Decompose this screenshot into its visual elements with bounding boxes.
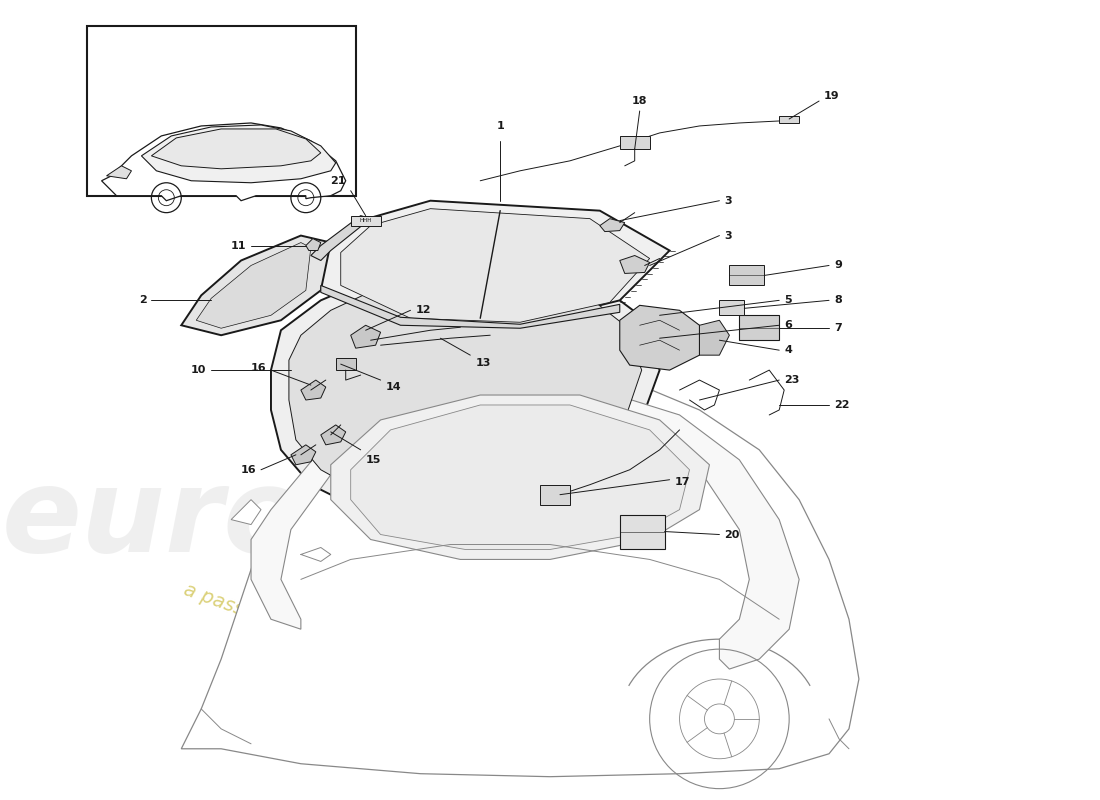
- Text: 21: 21: [330, 176, 345, 186]
- Polygon shape: [739, 315, 779, 340]
- Polygon shape: [231, 500, 261, 525]
- Text: 19: 19: [824, 91, 839, 101]
- Polygon shape: [700, 320, 729, 355]
- Text: 6: 6: [784, 320, 792, 330]
- Text: 4: 4: [784, 345, 792, 355]
- Polygon shape: [351, 326, 381, 348]
- Polygon shape: [729, 266, 764, 286]
- Text: 8: 8: [834, 295, 842, 306]
- Text: 13: 13: [475, 358, 491, 368]
- Polygon shape: [619, 136, 650, 149]
- Text: 16: 16: [251, 363, 266, 373]
- Text: 3: 3: [725, 196, 732, 206]
- Polygon shape: [321, 201, 670, 326]
- Polygon shape: [152, 129, 321, 169]
- Polygon shape: [290, 445, 316, 465]
- Polygon shape: [351, 216, 381, 226]
- Polygon shape: [341, 209, 650, 322]
- Text: 17: 17: [674, 477, 690, 486]
- Text: euroc: euroc: [2, 462, 375, 577]
- Polygon shape: [301, 380, 326, 400]
- Polygon shape: [351, 405, 690, 550]
- Text: 12: 12: [416, 306, 431, 315]
- Polygon shape: [289, 269, 641, 502]
- Text: a passion for parts since 1985: a passion for parts since 1985: [182, 580, 464, 698]
- Text: 20: 20: [725, 530, 740, 539]
- Polygon shape: [779, 116, 799, 123]
- Polygon shape: [719, 300, 745, 315]
- Text: 14: 14: [386, 382, 402, 392]
- Polygon shape: [306, 238, 321, 250]
- Polygon shape: [619, 514, 664, 550]
- Text: 22: 22: [834, 400, 849, 410]
- Polygon shape: [336, 358, 355, 370]
- Text: 10: 10: [190, 365, 206, 375]
- Polygon shape: [540, 485, 570, 505]
- Polygon shape: [271, 255, 660, 514]
- Text: 23: 23: [784, 375, 800, 385]
- Text: 5: 5: [784, 295, 792, 306]
- Polygon shape: [107, 166, 132, 178]
- Text: 2: 2: [139, 295, 146, 306]
- Text: 7: 7: [834, 323, 842, 334]
- Text: 11: 11: [231, 241, 246, 250]
- Polygon shape: [196, 242, 311, 328]
- Text: 3: 3: [725, 230, 732, 241]
- Polygon shape: [311, 216, 371, 261]
- FancyBboxPatch shape: [87, 26, 355, 196]
- Polygon shape: [331, 395, 710, 559]
- Polygon shape: [101, 123, 345, 201]
- Text: HHH: HHH: [360, 218, 372, 223]
- Polygon shape: [619, 255, 650, 274]
- Text: 16: 16: [241, 465, 256, 474]
- Text: 9: 9: [834, 261, 842, 270]
- Polygon shape: [142, 125, 336, 182]
- Polygon shape: [321, 286, 619, 328]
- Text: 1: 1: [496, 121, 504, 131]
- Polygon shape: [321, 425, 345, 445]
- Polygon shape: [619, 306, 700, 370]
- Polygon shape: [600, 218, 625, 231]
- Polygon shape: [182, 235, 331, 335]
- Polygon shape: [251, 385, 799, 669]
- Text: 18: 18: [631, 96, 648, 106]
- Text: 15: 15: [365, 455, 381, 465]
- Polygon shape: [182, 375, 859, 777]
